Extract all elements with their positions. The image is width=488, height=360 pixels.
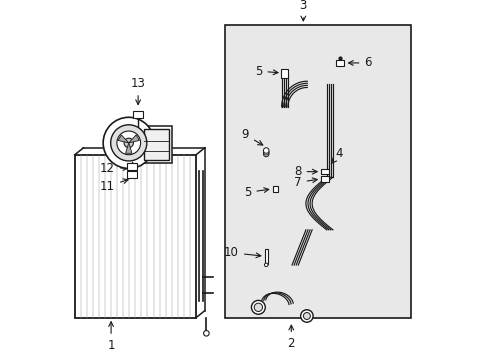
Text: 7: 7 bbox=[294, 176, 317, 189]
Polygon shape bbox=[128, 135, 139, 143]
Text: 12: 12 bbox=[100, 162, 127, 175]
Text: 3: 3 bbox=[299, 0, 306, 21]
Circle shape bbox=[300, 310, 312, 322]
Polygon shape bbox=[125, 143, 132, 153]
Bar bbox=[144, 129, 169, 160]
Circle shape bbox=[103, 117, 154, 168]
Circle shape bbox=[263, 148, 268, 153]
Bar bbox=[122, 126, 172, 163]
Circle shape bbox=[254, 303, 262, 311]
Circle shape bbox=[264, 263, 267, 267]
Text: 2: 2 bbox=[287, 325, 294, 350]
Bar bbox=[133, 111, 142, 118]
Circle shape bbox=[124, 138, 133, 148]
Text: 10: 10 bbox=[224, 246, 260, 259]
Bar bbox=[336, 60, 343, 66]
Circle shape bbox=[263, 149, 268, 155]
Text: 6: 6 bbox=[348, 57, 371, 69]
Text: 5: 5 bbox=[244, 186, 268, 199]
Text: 4: 4 bbox=[330, 148, 343, 164]
Bar bbox=[321, 169, 328, 174]
Polygon shape bbox=[118, 135, 128, 143]
Text: 8: 8 bbox=[294, 165, 317, 178]
Circle shape bbox=[263, 151, 268, 157]
Text: 11: 11 bbox=[100, 179, 128, 193]
Circle shape bbox=[251, 300, 265, 314]
Bar bbox=[225, 25, 410, 318]
Bar bbox=[272, 186, 278, 192]
Bar bbox=[264, 249, 267, 264]
Bar bbox=[281, 69, 287, 78]
Bar bbox=[126, 171, 137, 179]
Text: 1: 1 bbox=[107, 322, 115, 352]
Circle shape bbox=[303, 312, 310, 319]
Bar bbox=[75, 155, 196, 318]
Circle shape bbox=[203, 330, 209, 336]
Bar bbox=[126, 163, 137, 170]
Text: 13: 13 bbox=[130, 77, 145, 104]
Text: 5: 5 bbox=[255, 65, 277, 78]
Bar bbox=[321, 176, 328, 182]
Circle shape bbox=[117, 131, 141, 155]
Text: 9: 9 bbox=[241, 129, 262, 145]
Circle shape bbox=[110, 125, 146, 161]
